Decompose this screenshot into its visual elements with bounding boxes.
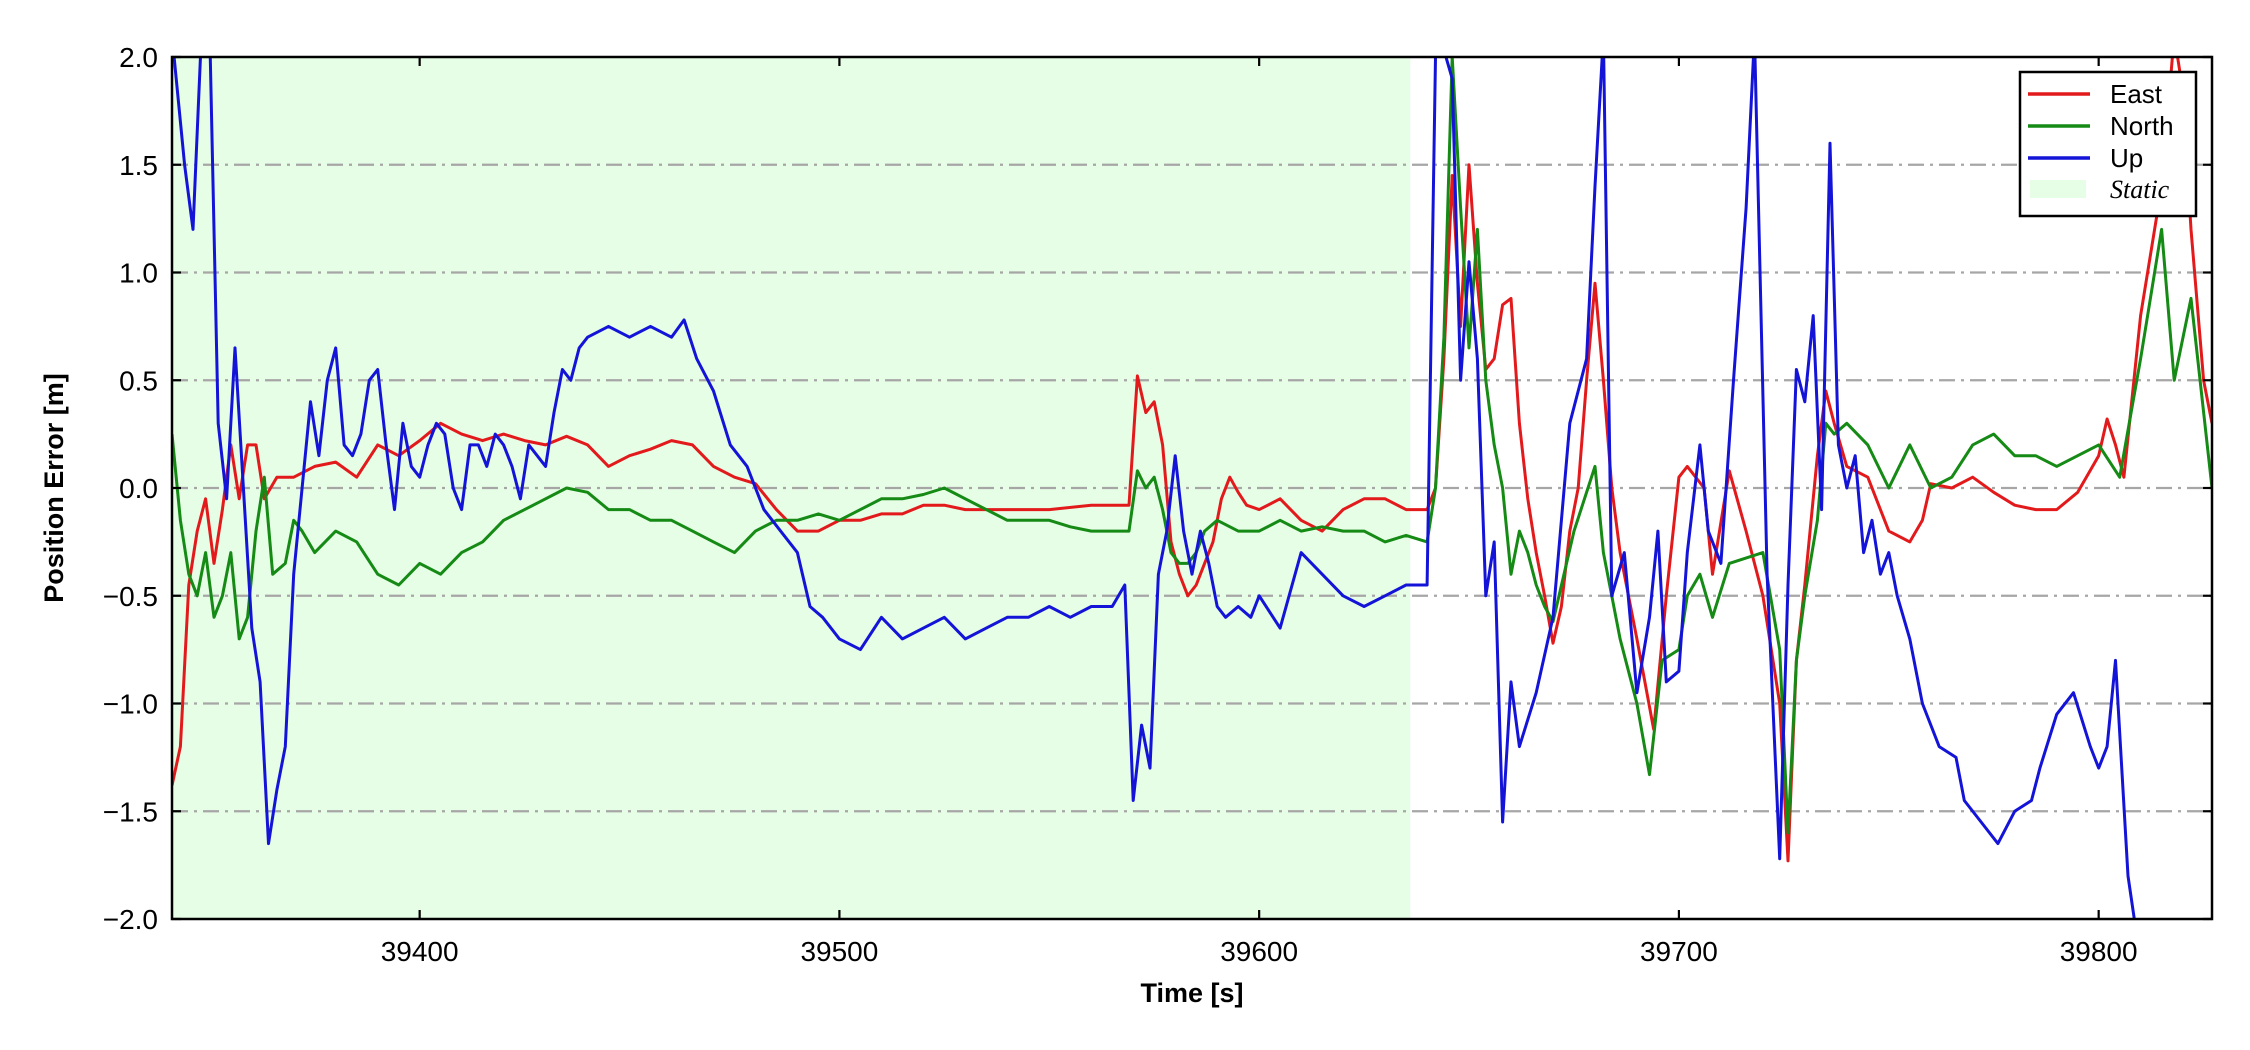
y-tick-label: 1.0 <box>119 258 158 289</box>
x-tick-label: 39700 <box>1640 936 1718 967</box>
y-tick-label: −1.5 <box>103 796 158 827</box>
y-tick-label: 2.0 <box>119 42 158 73</box>
y-tick-label: 1.5 <box>119 150 158 181</box>
legend-label-east: East <box>2110 79 2163 109</box>
x-tick-label: 39500 <box>800 936 878 967</box>
legend-swatch-static <box>2030 180 2086 198</box>
y-axis-label: Position Error [m] <box>39 373 69 603</box>
x-tick-label: 39600 <box>1220 936 1298 967</box>
legend-label-static: Static <box>2110 175 2170 204</box>
series-line-north <box>172 57 2212 835</box>
x-tick-label: 39400 <box>381 936 459 967</box>
y-tick-label: −0.5 <box>103 581 158 612</box>
series-lines <box>172 57 2212 919</box>
series-line-up <box>172 57 2136 919</box>
legend-label-up: Up <box>2110 143 2143 173</box>
x-tick-label: 39800 <box>2060 936 2138 967</box>
x-axis-label: Time [s] <box>1140 978 1243 1008</box>
legend: East North Up Static <box>2018 70 2198 218</box>
y-tick-label: 0.5 <box>119 365 158 396</box>
y-tick-label: −2.0 <box>103 904 158 935</box>
axis-ticks: 39400 39500 39600 39700 39800 2.0 1.5 1.0 0.5 0.0… <box>103 42 2212 967</box>
legend-label-north: North <box>2110 111 2174 141</box>
y-tick-label: 0.0 <box>119 473 158 504</box>
y-tick-label: −1.0 <box>103 689 158 720</box>
